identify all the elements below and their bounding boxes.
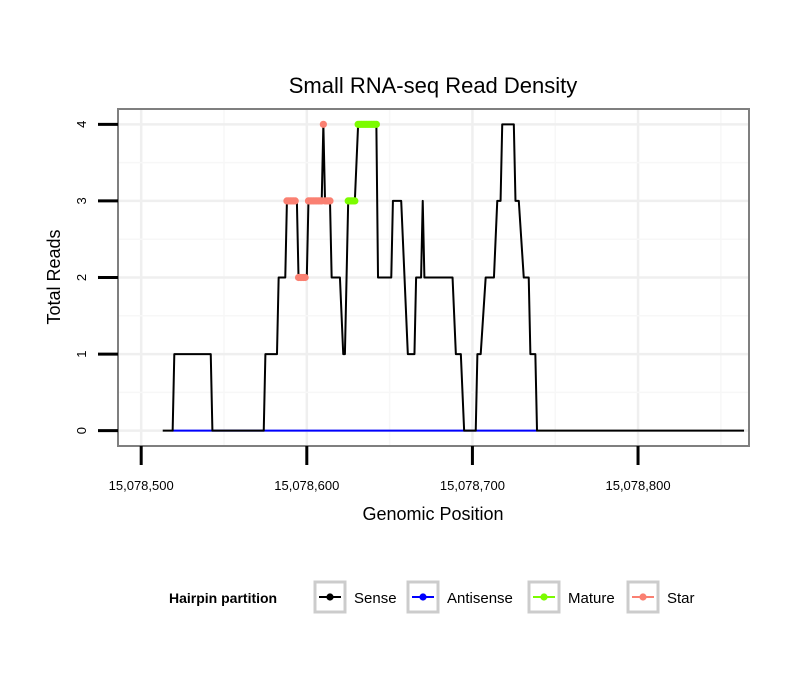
series-lines [162,123,745,432]
x-tick-label: 15,078,700 [440,478,505,493]
data-point-mature [372,120,380,128]
plot-area [117,108,750,447]
x-axis-label: Genomic Position [362,504,503,524]
x-tick-label: 15,078,500 [109,478,174,493]
data-point-star [291,197,299,205]
y-tick-label: 1 [74,350,89,357]
legend-label: Antisense [447,590,513,607]
y-axis-label: Total Reads [44,229,64,324]
legend-key-dot [639,593,647,601]
legend-item-star: Star [626,580,695,614]
chart-title: Small RNA-seq Read Density [289,73,578,98]
x-tick-label: 15,078,800 [605,478,670,493]
legend-key-dot [419,593,427,601]
y-tick-label: 2 [74,274,89,281]
y-axis: 0 1 2 3 4 [74,121,118,434]
data-point-star [326,197,334,205]
series-line-sense [162,123,745,432]
legend-label: Mature [568,590,615,607]
x-tick-label: 15,078,600 [274,478,339,493]
legend-item-sense: Sense [313,580,397,614]
y-tick-label: 4 [74,121,89,128]
y-tick-label: 3 [74,197,89,204]
data-point-mature [351,197,359,205]
legend-key-dot [326,593,334,601]
legend-title: Hairpin partition [169,590,277,606]
legend-item-antisense: Antisense [406,580,513,614]
legend-item-mature: Mature [527,580,615,614]
y-tick-label: 0 [74,427,89,434]
legend: Hairpin partition Sense Antisense Mature St… [169,580,695,614]
legend-key-dot [540,593,548,601]
legend-label: Sense [354,590,397,607]
series-points [283,120,380,282]
legend-label: Star [667,590,695,607]
x-axis: 15,078,500 15,078,600 15,078,700 15,078,800 [109,446,671,493]
data-point-star [301,273,309,282]
data-point-star [319,120,327,128]
